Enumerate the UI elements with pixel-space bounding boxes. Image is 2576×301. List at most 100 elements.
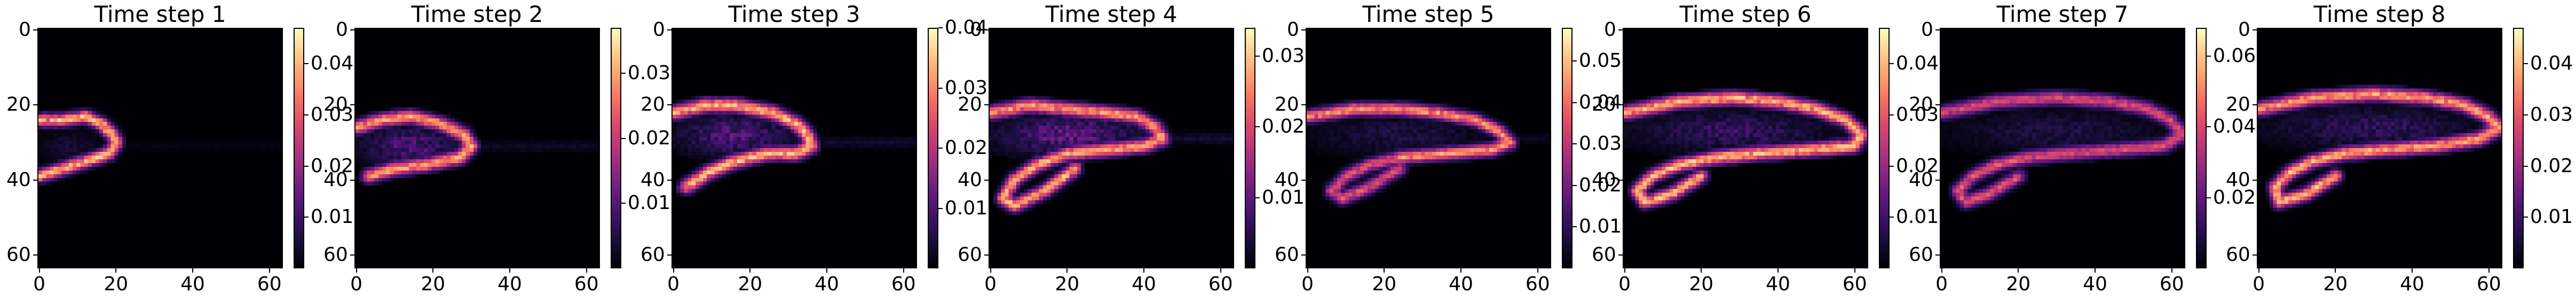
heatmap-cell xyxy=(1020,174,1024,178)
heatmap-cell xyxy=(390,163,394,167)
heatmap-cell xyxy=(76,122,81,126)
heatmap-cell xyxy=(1322,196,1326,200)
heatmap-cell xyxy=(718,111,722,115)
heatmap-cell xyxy=(465,144,470,149)
heatmap-cell xyxy=(57,177,61,182)
heatmap-cell xyxy=(370,114,375,119)
heatmap-cell xyxy=(1764,96,1768,100)
heatmap-cell xyxy=(1012,118,1017,122)
heatmap-cell xyxy=(1642,107,1647,111)
heatmap-cell xyxy=(477,151,481,156)
heatmap-cell xyxy=(1753,122,1757,126)
heatmap-cell xyxy=(752,129,756,134)
heatmap-cell xyxy=(530,141,535,145)
heatmap-cell xyxy=(382,144,386,149)
heatmap-cell xyxy=(61,144,66,149)
heatmap-cell xyxy=(57,155,61,160)
heatmap-cell xyxy=(1333,148,1338,152)
heatmap-cell xyxy=(1307,148,1311,152)
heatmap-cell xyxy=(1673,96,1677,100)
heatmap-cell xyxy=(1542,137,1547,141)
heatmap-cell xyxy=(1054,170,1058,174)
heatmap-cell xyxy=(458,163,462,167)
heatmap-cell xyxy=(1356,148,1360,152)
heatmap-cell xyxy=(1662,96,1666,100)
heatmap-cell xyxy=(1477,122,1482,126)
heatmap-cell xyxy=(469,129,474,134)
heatmap-cell xyxy=(798,155,802,160)
heatmap-cell xyxy=(1069,151,1073,156)
heatmap-cell xyxy=(741,118,745,122)
heatmap-cell xyxy=(1073,163,1078,167)
heatmap-cell xyxy=(1195,129,1199,134)
heatmap-cell xyxy=(458,144,462,149)
heatmap-cell xyxy=(1001,114,1005,119)
heatmap-cell xyxy=(73,151,77,156)
heatmap-cell xyxy=(508,148,512,152)
heatmap-cell xyxy=(1440,148,1444,152)
heatmap-cell xyxy=(1024,103,1028,107)
heatmap-cell xyxy=(1069,159,1073,164)
heatmap-cell xyxy=(382,126,386,130)
heatmap-cell xyxy=(1058,126,1062,130)
heatmap-cell xyxy=(393,126,398,130)
heatmap-cell xyxy=(1176,129,1180,134)
heatmap-cell xyxy=(46,111,50,115)
heatmap-cell xyxy=(1050,189,1055,193)
heatmap-cell xyxy=(183,144,187,149)
heatmap-cell xyxy=(370,148,375,152)
heatmap-cell xyxy=(1726,133,1730,137)
heatmap-cell xyxy=(1073,114,1078,119)
heatmap-cell xyxy=(908,144,913,149)
heatmap-cell xyxy=(118,126,122,130)
heatmap-cell xyxy=(752,107,756,111)
heatmap-cell xyxy=(53,118,58,122)
heatmap-cell xyxy=(1402,177,1406,182)
heatmap-cell xyxy=(122,137,127,141)
heatmap-cell xyxy=(676,148,681,152)
heatmap-cell xyxy=(840,144,844,149)
heatmap-cell xyxy=(1405,107,1410,111)
heatmap-cell xyxy=(1654,129,1658,134)
heatmap-cell xyxy=(1042,118,1047,122)
heatmap-cell xyxy=(1711,99,1716,104)
heatmap-cell xyxy=(1837,103,1841,107)
heatmap-cell xyxy=(1054,133,1058,137)
heatmap-cell xyxy=(699,181,704,186)
y-tick-mark xyxy=(667,29,671,30)
heatmap-cell xyxy=(202,141,206,145)
heatmap-cell xyxy=(1126,114,1131,119)
heatmap-cell xyxy=(722,170,726,174)
heatmap-cell xyxy=(699,118,704,122)
heatmap-cell xyxy=(1111,111,1116,115)
heatmap-cell xyxy=(1345,192,1349,197)
heatmap-cell xyxy=(1329,103,1334,107)
heatmap-cell xyxy=(1065,99,1070,104)
heatmap-cell xyxy=(228,144,233,149)
heatmap-cell xyxy=(756,159,761,164)
heatmap-cell xyxy=(367,118,371,122)
heatmap-cell xyxy=(1405,122,1410,126)
heatmap-cell xyxy=(688,126,692,130)
heatmap-cell xyxy=(1191,144,1195,149)
y-tick-label: 20 xyxy=(323,94,348,116)
heatmap-cell xyxy=(729,141,734,145)
heatmap-cell xyxy=(1489,155,1494,160)
heatmap-cell xyxy=(458,137,462,141)
heatmap-cell xyxy=(1832,126,1837,130)
heatmap-cell xyxy=(405,174,409,178)
heatmap-cell xyxy=(1375,192,1379,197)
heatmap-cell xyxy=(1840,114,1845,119)
y-tick-label: 40 xyxy=(1275,168,1299,191)
heatmap-cell xyxy=(1436,137,1440,141)
heatmap-cell xyxy=(1734,92,1738,96)
heatmap-cell xyxy=(1635,99,1639,104)
heatmap-cell xyxy=(1031,137,1036,141)
heatmap-cell xyxy=(760,141,764,145)
heatmap-cell xyxy=(1791,114,1795,119)
heatmap-cell xyxy=(912,141,916,145)
heatmap-cell xyxy=(809,144,813,149)
heatmap-cell xyxy=(1005,103,1009,107)
heatmap-cell xyxy=(1417,151,1421,156)
heatmap-cell xyxy=(1832,103,1837,107)
